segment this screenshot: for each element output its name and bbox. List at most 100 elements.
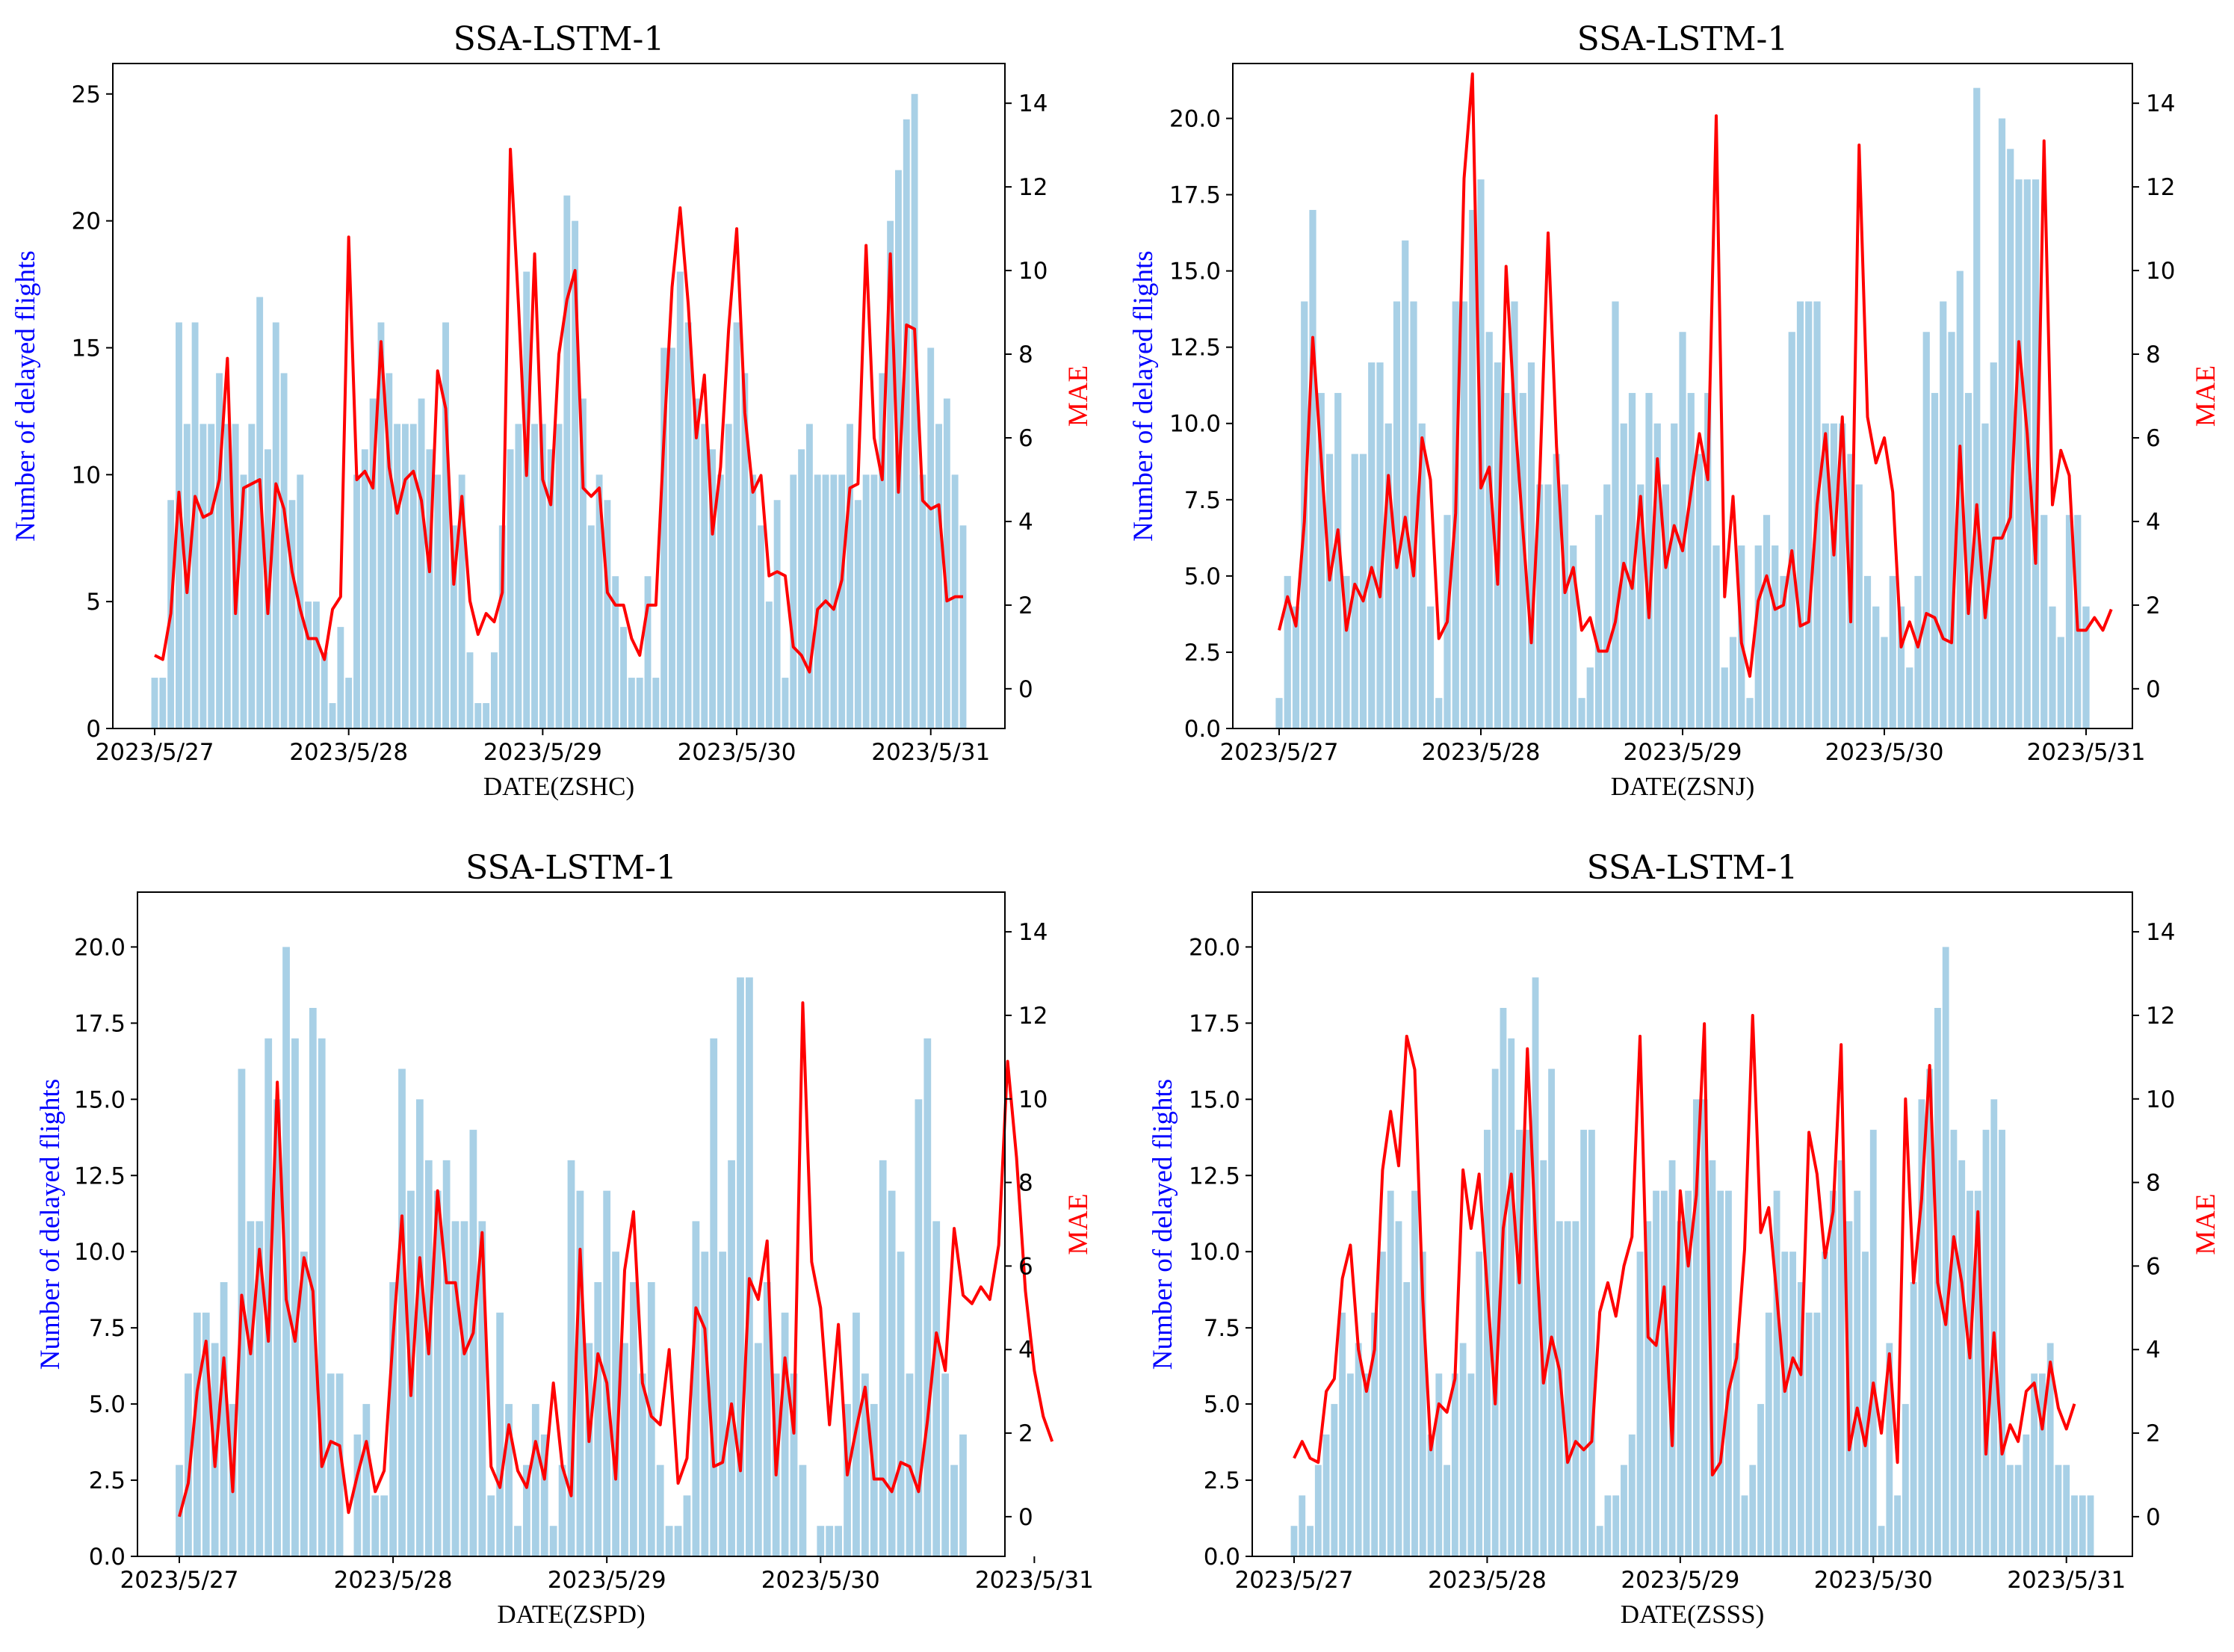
y2-tick-label: 14 xyxy=(1018,919,1048,946)
bar xyxy=(1427,1434,1435,1556)
bar xyxy=(814,474,821,728)
bar xyxy=(515,424,522,728)
bar xyxy=(450,525,457,728)
bar xyxy=(547,449,554,728)
y2-tick-label: 14 xyxy=(2146,90,2175,117)
x-tick-label: 2023/5/28 xyxy=(1422,739,1541,766)
y2-axis-label: MAE xyxy=(2191,1193,2221,1255)
bar xyxy=(418,398,425,728)
y-tick-label: 2.5 xyxy=(1204,1467,1240,1494)
bar xyxy=(280,373,288,728)
y2-tick-label: 2 xyxy=(1018,1420,1033,1447)
bar xyxy=(1628,392,1636,728)
bar xyxy=(1772,545,1779,728)
y-tick-label: 20.0 xyxy=(1189,934,1240,961)
bar xyxy=(888,1190,896,1556)
bar xyxy=(1363,1373,1370,1556)
bar xyxy=(380,1495,389,1556)
bar xyxy=(887,220,894,728)
bar xyxy=(394,424,401,728)
y-tick-label: 5.0 xyxy=(1204,1391,1240,1418)
bar xyxy=(531,424,538,728)
bar xyxy=(1561,484,1569,728)
bar xyxy=(826,1526,834,1556)
y2-tick-label: 10 xyxy=(2146,1086,2175,1113)
bar xyxy=(2038,1373,2046,1556)
y-tick-label: 12.5 xyxy=(74,1163,126,1189)
y2-tick-label: 2 xyxy=(2146,1420,2161,1447)
bar xyxy=(2040,515,2048,728)
bar xyxy=(1668,1160,1676,1556)
bar xyxy=(1894,1495,1901,1556)
bar xyxy=(1813,1312,1821,1556)
bar xyxy=(943,398,950,728)
bar xyxy=(1805,1312,1813,1556)
y2-tick-label: 12 xyxy=(1018,1003,1048,1030)
x-tick-label: 2023/5/29 xyxy=(548,1567,666,1594)
bar xyxy=(951,474,959,728)
bar xyxy=(765,601,773,728)
y2-tick-label: 10 xyxy=(1018,1086,1048,1113)
y-axis-label: Number of delayed flights xyxy=(1148,1079,1178,1370)
bar xyxy=(335,1373,344,1556)
bar xyxy=(1973,87,1981,728)
bar xyxy=(790,1373,798,1556)
x-tick-label: 2023/5/27 xyxy=(1220,739,1339,766)
bar xyxy=(911,93,918,728)
bar xyxy=(847,424,853,728)
bar xyxy=(1982,1130,1990,1556)
bar xyxy=(2007,149,2014,728)
bar xyxy=(862,474,870,728)
bar xyxy=(1741,1495,1748,1556)
x-tick-label: 2023/5/28 xyxy=(1428,1567,1547,1594)
bar xyxy=(660,347,668,728)
bar xyxy=(1958,1160,1966,1556)
y-axis-label: Number of delayed flights xyxy=(1128,250,1159,541)
bar xyxy=(2079,1495,2086,1556)
bar xyxy=(531,1404,539,1556)
bar xyxy=(790,474,797,728)
bar xyxy=(927,347,935,728)
bar xyxy=(273,1099,282,1556)
bar xyxy=(240,474,247,728)
x-tick-label: 2023/5/28 xyxy=(289,739,408,766)
x-tick-label: 2023/5/27 xyxy=(120,1567,239,1594)
y-axis-label: Number of delayed flights xyxy=(35,1079,66,1370)
bar xyxy=(758,525,764,728)
x-tick-label: 2023/5/27 xyxy=(96,739,214,766)
bar xyxy=(935,424,942,728)
bar xyxy=(1460,301,1468,728)
bar xyxy=(1384,423,1392,728)
bar xyxy=(256,297,264,728)
bar xyxy=(1596,1526,1603,1556)
bar xyxy=(1309,209,1316,729)
bar xyxy=(1837,1160,1845,1556)
bar xyxy=(1914,575,1922,728)
bar xyxy=(1662,484,1670,728)
bar xyxy=(2031,1373,2038,1556)
bar xyxy=(1556,1221,1563,1556)
bar xyxy=(1637,484,1644,728)
bar xyxy=(1695,454,1704,728)
x-tick-label: 2023/5/31 xyxy=(975,1567,1094,1594)
bar xyxy=(496,1312,504,1556)
bar xyxy=(514,1526,522,1556)
bar xyxy=(1878,1526,1885,1556)
bar xyxy=(353,474,360,728)
bar xyxy=(312,601,320,728)
bar xyxy=(398,1068,406,1556)
bar xyxy=(1942,947,1949,1556)
bar xyxy=(1418,423,1426,728)
bar xyxy=(1940,301,1947,728)
x-tick-label: 2023/5/30 xyxy=(761,1567,880,1594)
bar xyxy=(1395,1221,1402,1556)
mae-line xyxy=(154,147,963,674)
bar xyxy=(1387,1190,1394,1556)
chart-panel-zsnj: 0.0 2.5 5.0 7.5 10.0 12.5 15.0 17.5 20.0 0 2 4 6 8 10 1… xyxy=(1128,20,2221,801)
bar-series xyxy=(151,93,967,729)
bar xyxy=(799,1464,807,1556)
x-tick-label: 2023/5/29 xyxy=(1621,1567,1739,1594)
x-axis-label: DATE(ZSPD) xyxy=(497,1600,645,1629)
bar xyxy=(1754,545,1762,728)
bar xyxy=(1872,606,1880,728)
